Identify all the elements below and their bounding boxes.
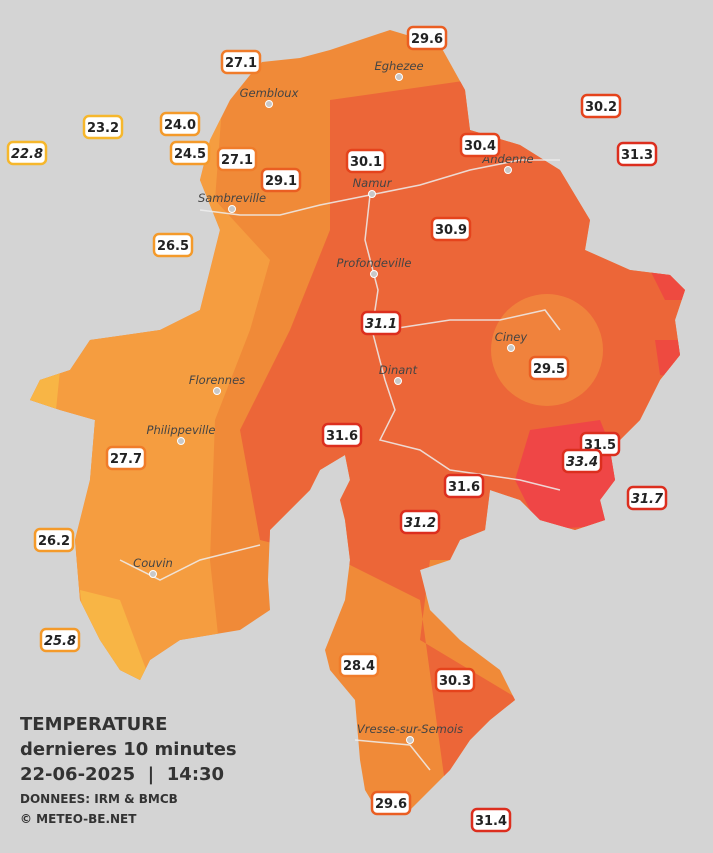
legend-source: DONNEES: IRM & BMCB [20,792,178,806]
town-label: Florennes [189,373,245,387]
station-box [443,473,485,499]
station-box [399,509,441,535]
station-value: 23.2 [87,121,119,136]
legend-title: TEMPERATURE [20,714,167,735]
station-box [406,25,448,51]
station-value: 29.6 [375,797,407,812]
station-value: 31.2 [404,516,436,531]
station-box [33,527,75,553]
station-box [82,114,124,140]
town-label: Couvin [133,556,173,570]
station-value: 22.8 [11,147,43,162]
station-box [370,790,412,816]
town-dot [149,570,157,578]
station-value: 30.1 [350,155,382,170]
station-value: 24.0 [164,118,196,133]
station-value: 30.4 [464,139,496,154]
station-box [345,148,387,174]
town-label: Ciney [495,330,528,344]
town-dot [228,205,236,213]
station-value: 31.6 [326,429,358,444]
station-value: 29.6 [411,32,443,47]
town-dot [507,344,515,352]
station-box [321,422,363,448]
station-box [105,445,147,471]
station-value: 31.4 [475,814,507,829]
town-dot [406,736,414,744]
station-box [561,448,603,474]
town-label: Eghezee [374,59,423,73]
town-dot [504,166,512,174]
station-value: 30.9 [435,223,467,238]
station-value: 27.7 [110,452,142,467]
town-label: Philippeville [147,423,216,437]
town-label: Namur [353,176,393,190]
legend-datetime: 22-06-2025 | 14:30 [20,764,224,785]
station-box [220,49,262,75]
town-dot [177,437,185,445]
town-label: Profondeville [337,256,412,270]
town-label: Vresse-sur-Semois [357,722,463,736]
station-value: 30.2 [585,100,617,115]
town-dot [394,377,402,385]
station-box [159,111,201,137]
legend-subtitle: dernieres 10 minutes [20,739,237,760]
station-box [434,667,476,693]
station-value: 33.4 [566,455,598,470]
station-box [216,146,258,172]
station-value: 25.8 [44,634,76,649]
town-dot [368,190,376,198]
station-box [626,485,668,511]
station-box [470,807,512,833]
station-value: 29.1 [265,174,297,189]
station-value: 31.6 [448,480,480,495]
station-box [528,355,570,381]
town-dot [265,100,273,108]
station-value: 31.3 [621,148,653,163]
station-box [169,140,211,166]
station-value: 31.7 [631,492,664,507]
station-value: 28.4 [343,659,375,674]
station-box [360,310,402,336]
station-box [152,232,194,258]
station-value: 27.1 [225,56,257,71]
station-value: 24.5 [174,147,206,162]
station-box [260,167,302,193]
station-box [430,216,472,242]
station-box [39,627,81,653]
station-box [338,652,380,678]
station-value: 26.2 [38,534,70,549]
town-dot [395,73,403,81]
station-value: 29.5 [533,362,565,377]
town-label: Sambreville [198,191,266,205]
station-value: 26.5 [157,239,189,254]
station-value: 30.3 [439,674,471,689]
town-dot [213,387,221,395]
town-label: Dinant [379,363,418,377]
town-dot [370,270,378,278]
station-value: 27.1 [221,153,253,168]
station-value: 31.1 [365,317,397,332]
station-box [616,141,658,167]
station-box [6,140,48,166]
station-box [580,93,622,119]
legend-credit: © METEO-BE.NET [20,812,137,826]
town-label: Gembloux [240,86,299,100]
station-box [459,132,501,158]
